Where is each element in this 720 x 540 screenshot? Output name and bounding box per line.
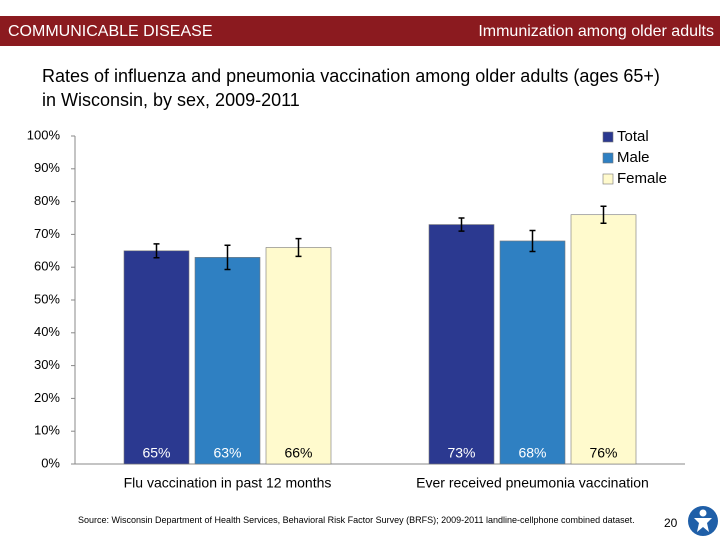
topic-title: Immunization among older adults xyxy=(478,23,714,40)
value-label: 76% xyxy=(589,445,617,461)
legend-swatch xyxy=(602,131,614,143)
y-tick-label: 40% xyxy=(34,324,60,339)
y-tick-label: 100% xyxy=(27,127,61,142)
value-label: 73% xyxy=(447,445,475,461)
chart: 0% 10% 20% 30% 40% 50% 60% 70% 80% 90% 100% Flu vac… xyxy=(27,127,685,491)
y-tick-label: 50% xyxy=(34,291,60,306)
error-bar xyxy=(295,237,302,258)
error-bar xyxy=(224,244,231,271)
legend-label: Male xyxy=(617,149,650,166)
x-tick-label: Flu vaccination in past 12 months xyxy=(124,475,332,491)
y-tick-label: 90% xyxy=(34,160,60,175)
legend-label: Female xyxy=(617,170,667,187)
value-label: 65% xyxy=(142,445,170,461)
value-label: 63% xyxy=(213,445,241,461)
bar xyxy=(123,250,190,465)
value-label: 68% xyxy=(518,445,546,461)
y-tick-label: 20% xyxy=(34,390,60,405)
bar xyxy=(499,240,566,465)
y-tick-label: 10% xyxy=(34,423,60,438)
chart-title: Rates of influenza and pneumonia vaccina… xyxy=(42,66,660,110)
page-number: 20 xyxy=(664,516,678,530)
bar xyxy=(194,257,261,465)
bar xyxy=(570,214,637,465)
legend-label: Total xyxy=(617,128,649,145)
legend-swatch xyxy=(602,173,614,185)
error-bar xyxy=(153,243,160,259)
logo xyxy=(688,506,718,536)
source-note: Source: Wisconsin Department of Health S… xyxy=(78,515,635,525)
y-tick-label: 70% xyxy=(34,226,60,241)
error-bar xyxy=(600,205,607,224)
y-tick-label: 80% xyxy=(34,193,60,208)
section-title: COMMUNICABLE DISEASE xyxy=(8,23,213,40)
value-label: 66% xyxy=(284,445,312,461)
error-bar xyxy=(529,229,536,253)
y-tick-label: 60% xyxy=(34,259,60,274)
x-tick-label: Ever received pneumonia vaccination xyxy=(416,475,649,491)
bar xyxy=(265,247,332,465)
y-tick-label: 30% xyxy=(34,357,60,372)
bar xyxy=(428,224,495,465)
error-bar xyxy=(458,217,465,232)
legend-swatch xyxy=(602,152,614,164)
y-tick-label: 0% xyxy=(41,455,60,470)
header-bar: COMMUNICABLE DISEASE Immunization among … xyxy=(0,16,720,46)
